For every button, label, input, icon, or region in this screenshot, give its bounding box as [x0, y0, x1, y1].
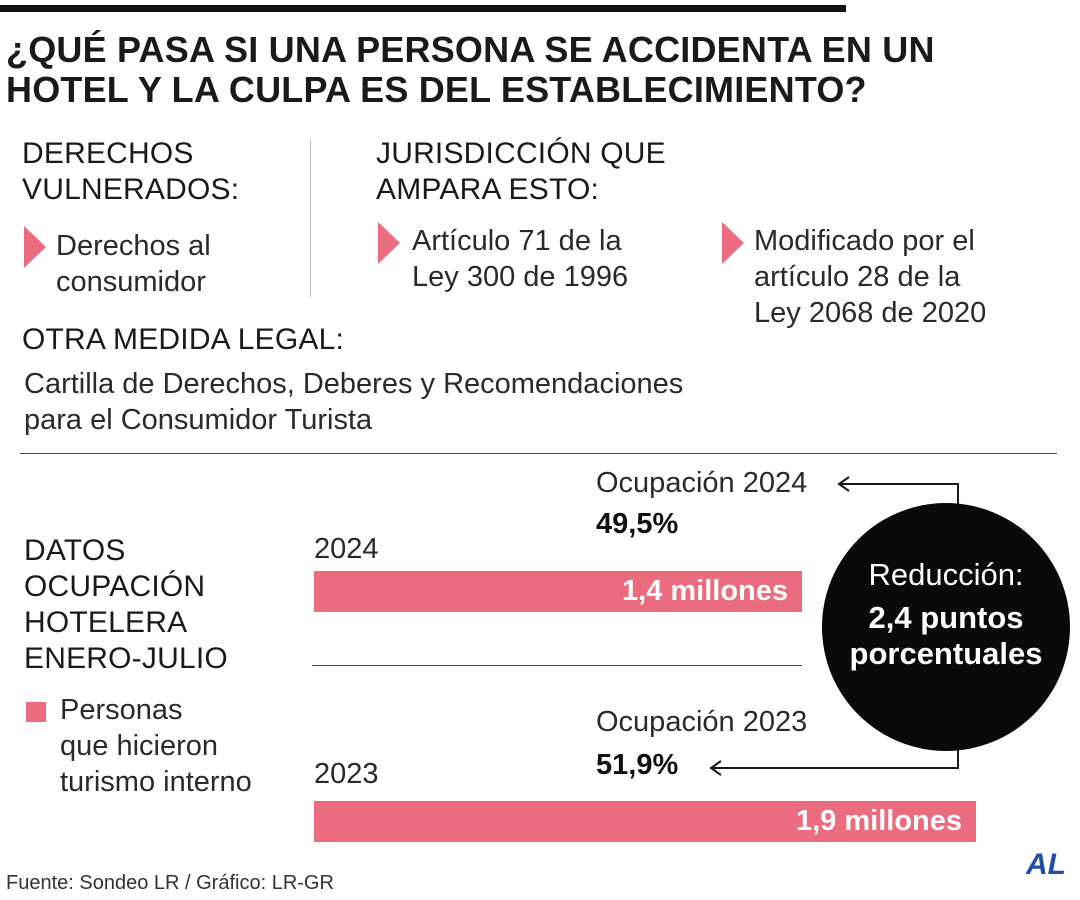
bar-separator [312, 665, 802, 666]
chart-title: DATOS OCUPACIÓN HOTELERA ENERO-JULIO [24, 533, 228, 677]
occupancy-2023-value: 51,9% [596, 749, 679, 781]
bar-2024-label: 1,4 millones [621, 575, 788, 607]
other-measure-line2: para el Consumidor Turista [24, 404, 373, 436]
section-divider [20, 453, 1057, 454]
occupancy-2024-label: Ocupación 2024 [596, 467, 808, 499]
jurisdiction-item-1-line1: Artículo 71 de la [412, 225, 622, 257]
legend-label: Personas que hicieron turismo interno [60, 692, 252, 800]
tick-label-2023: 2023 [314, 758, 379, 790]
brand-logo: AL [1026, 848, 1066, 881]
other-measure-line1: Cartilla de Derechos, Deberes y Recomend… [24, 368, 684, 400]
source-note: Fuente: Sondeo LR / Gráfico: LR-GR [6, 872, 334, 894]
reduction-value-line2: porcentuales [849, 636, 1043, 671]
rights-heading-line1: DERECHOS [22, 137, 194, 170]
jurisdiction-heading-line2: AMPARA ESTO: [376, 173, 600, 206]
bar-2023-label: 1,9 millones [795, 805, 962, 837]
vertical-divider [310, 140, 311, 297]
bar-2024: 1,4 millones [314, 571, 802, 612]
occupancy-2024-value: 49,5% [596, 508, 679, 540]
chart-title-line4: ENERO-JULIO [24, 642, 228, 675]
arrow-left-icon [709, 760, 722, 776]
bullet-triangle-icon [378, 222, 400, 264]
reduction-value: 2,4 puntos porcentuales [822, 600, 1070, 672]
rights-heading: DERECHOS VULNERADOS: [22, 136, 239, 208]
legend-swatch [26, 702, 46, 722]
arrow-left-icon [837, 476, 850, 492]
page-title: ¿QUÉ PASA SI UNA PERSONA SE ACCIDENTA EN… [6, 29, 935, 110]
jurisdiction-item-2: Modificado por el artículo 28 de la Ley … [754, 223, 986, 331]
reduction-circle: Reducción: 2,4 puntos porcentuales [822, 503, 1070, 751]
jurisdiction-item-1-line2: Ley 300 de 1996 [412, 261, 629, 293]
rights-item-line2: consumidor [56, 266, 206, 298]
chart-title-line2: OCUPACIÓN [24, 570, 206, 603]
bullet-triangle-icon [722, 222, 744, 264]
reduction-label: Reducción: [868, 557, 1024, 592]
other-measure-text: Cartilla de Derechos, Deberes y Recomend… [24, 366, 683, 438]
arrow-line-2024 [840, 483, 959, 505]
other-measure-heading: OTRA MEDIDA LEGAL: [22, 323, 345, 356]
rights-heading-line2: VULNERADOS: [22, 173, 240, 206]
bullet-triangle-icon [24, 226, 46, 268]
occupancy-2023-label: Ocupación 2023 [596, 706, 808, 738]
jurisdiction-item-2-line1: Modificado por el [754, 225, 975, 257]
legend-line1: Personas [60, 694, 183, 726]
jurisdiction-heading-line1: JURISDICCIÓN QUE [376, 137, 666, 170]
tick-label-2024: 2024 [314, 533, 379, 565]
reduction-value-line1: 2,4 puntos [868, 600, 1024, 635]
chart-title-line1: DATOS [24, 534, 126, 567]
jurisdiction-item-2-line3: Ley 2068 de 2020 [754, 297, 987, 329]
jurisdiction-item-1: Artículo 71 de la Ley 300 de 1996 [412, 223, 628, 295]
arrow-line-2023 [711, 748, 959, 769]
legend-line2: que hicieron [60, 730, 218, 762]
top-rule [0, 5, 846, 12]
chart-title-line3: HOTELERA [24, 606, 188, 639]
legend-line3: turismo interno [60, 766, 252, 798]
rights-item-line1: Derechos al [56, 230, 211, 262]
jurisdiction-item-2-line2: artículo 28 de la [754, 261, 961, 293]
jurisdiction-heading: JURISDICCIÓN QUE AMPARA ESTO: [376, 136, 666, 208]
bar-2023: 1,9 millones [314, 801, 976, 842]
rights-item: Derechos al consumidor [56, 228, 211, 300]
